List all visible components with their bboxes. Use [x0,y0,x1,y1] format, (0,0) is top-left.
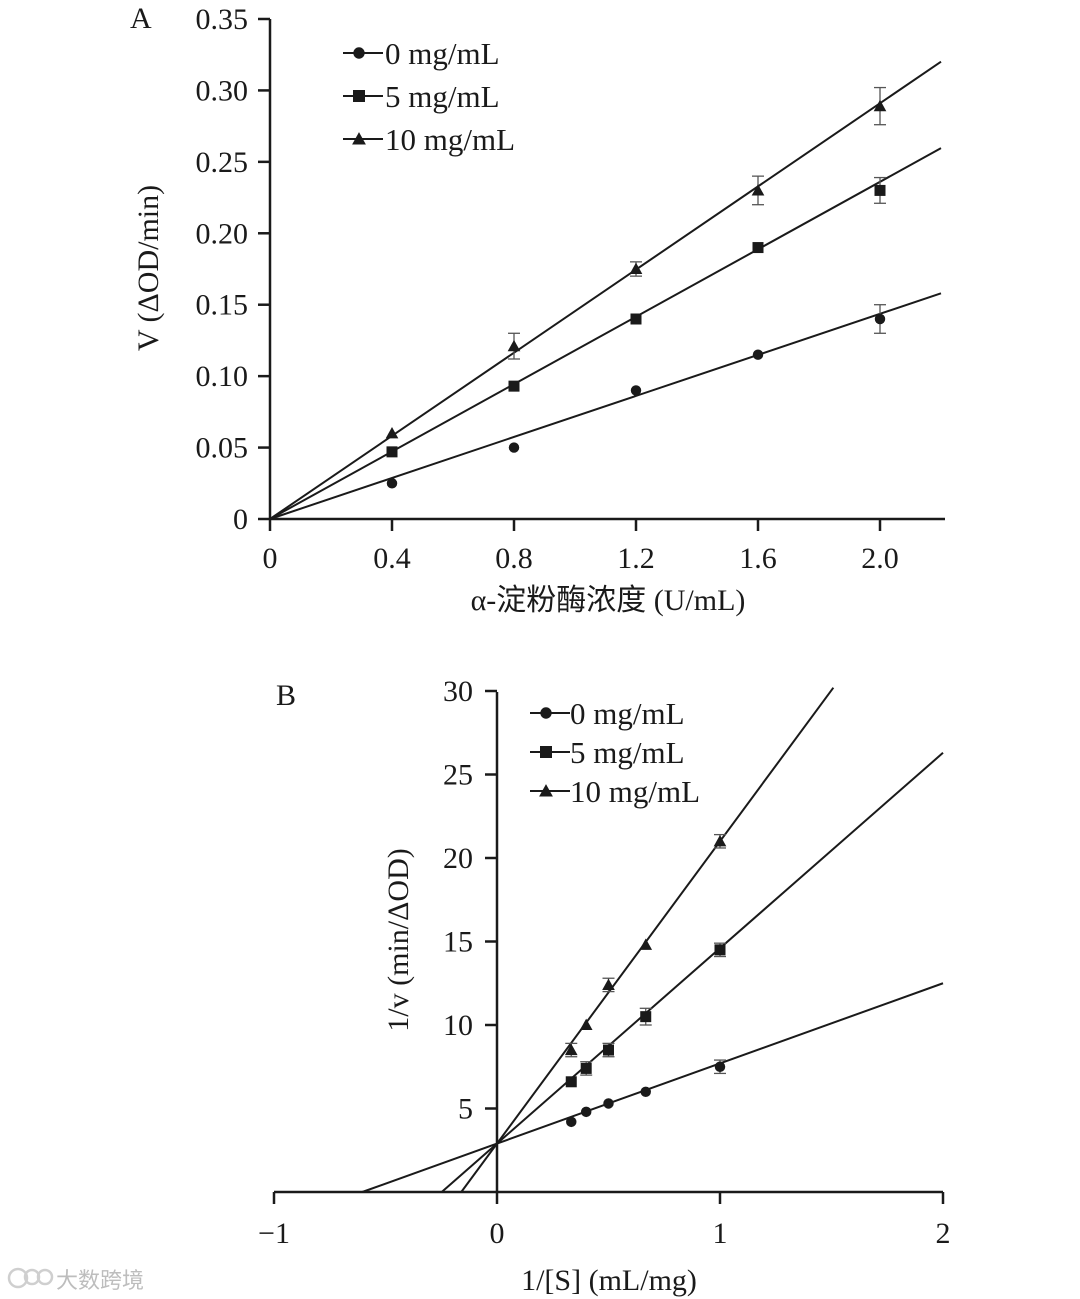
data-point-triangle [713,834,727,847]
data-point-square [565,1076,577,1088]
panel-a-letter: A [130,2,152,35]
x-tick-label: 1 [713,1217,728,1250]
x-tick-label: 0 [490,1217,505,1250]
data-point-circle [640,1086,651,1098]
x-tick-label: 2.0 [861,542,899,575]
panel-a: A 0 0.05 0.10 0.15 0.20 0.25 0.30 0.35 0 0.4 0.8 1.… [130,2,945,617]
data-point-circle [508,442,520,453]
fit-line-circle [269,292,942,520]
panel-b-error-bars [565,833,726,1076]
y-tick-label: 15 [443,926,473,959]
legend-label: 5 mg/mL [385,79,500,114]
x-tick-label: 0.8 [495,542,533,575]
panel-a-ticks: 0 0.05 0.10 0.15 0.20 0.25 0.30 0.35 0 0.4 0.8 1.2 1… [196,3,899,575]
legend-label: 10 mg/mL [570,774,700,809]
panel-a-y-axis-label: V (ΔOD/min) [132,185,165,351]
y-tick-label: 0.30 [196,74,249,107]
data-point-triangle [629,262,643,275]
data-point-square [508,380,520,392]
x-tick-label: 1.2 [617,542,655,575]
data-point-circle [714,1061,726,1072]
fit-line-square [441,752,944,1193]
x-tick-label: 1.6 [739,542,777,575]
panel-b-ticks: 5 10 15 20 25 30 −1 0 1 2 [258,675,950,1250]
watermark-logo-icon [7,1267,54,1289]
y-tick-label: 25 [443,759,473,792]
data-point-triangle [873,99,887,112]
data-point-square [603,1044,614,1056]
data-point-square [874,184,886,196]
data-point-triangle [751,184,765,196]
y-tick-label: 10 [443,1009,473,1042]
legend-marker-circle [353,47,365,59]
panel-a-legend: 0 mg/mL 5 mg/mL 10 mg/mL [343,36,515,157]
data-point-circle [566,1116,577,1128]
legend-marker-circle [540,707,552,719]
y-tick-label: 0.05 [196,432,249,465]
data-point-circle [874,313,886,325]
data-point-triangle [602,978,615,990]
fit-line-square [269,147,942,520]
y-tick-label: 20 [443,842,473,875]
watermark: 大数跨境 [7,1267,144,1294]
data-point-circle [580,1106,592,1118]
legend-marker-triangle [352,132,366,145]
panel-b: B 5 10 15 20 25 30 −1 0 1 2 0 mg/mL 5 mg/mL 10 mg/m… [258,675,950,1297]
panel-a-axes [268,19,945,521]
data-point-square [714,944,726,956]
data-point-triangle [385,426,399,439]
data-point-triangle [639,938,653,950]
y-tick-label: 0.20 [196,217,249,250]
y-tick-label: 0.10 [196,360,249,393]
panel-b-y-axis-label: 1/v (min/ΔOD) [382,848,415,1031]
legend-label: 0 mg/mL [570,696,685,731]
data-point-square [752,242,764,254]
data-point-circle [630,385,642,396]
data-point-square [630,313,642,325]
data-point-square [386,446,398,458]
y-tick-label: 30 [443,675,473,708]
y-tick-label: 0 [233,503,248,536]
panel-b-x-axis-label: 1/[S] (mL/mg) [521,1264,697,1297]
data-point-triangle [579,1018,593,1031]
data-point-circle [386,478,398,489]
y-tick-label: 5 [458,1093,473,1126]
data-point-triangle [507,339,521,352]
legend-marker-square [353,90,365,102]
y-tick-label: 0.25 [196,146,249,179]
x-tick-label: 0 [263,542,278,575]
panel-b-fit-lines [361,687,944,1193]
legend-label: 10 mg/mL [385,122,515,157]
x-tick-label: 2 [936,1217,951,1250]
legend-label: 0 mg/mL [385,36,500,71]
panel-a-fit-lines [269,60,942,520]
y-tick-label: 0.15 [196,289,249,322]
panel-b-legend: 0 mg/mL 5 mg/mL 10 mg/mL [530,696,700,809]
fit-line-triangle [269,60,942,520]
y-tick-label: 0.35 [196,3,249,36]
panel-b-data-points [564,834,727,1128]
watermark-text: 大数跨境 [56,1269,144,1294]
legend-marker-triangle [539,784,553,797]
data-point-circle [603,1098,614,1109]
data-point-square [640,1011,652,1023]
x-tick-label: −1 [258,1217,290,1250]
fit-line-triangle [460,687,835,1193]
legend-marker-square [540,746,552,758]
data-point-triangle [564,1043,578,1056]
panel-a-x-axis-label: α-淀粉酶浓度 (U/mL) [471,584,746,617]
panel-b-letter: B [276,679,296,712]
legend-label: 5 mg/mL [570,735,685,770]
fit-line-circle [361,982,944,1193]
panel-a-data-points [385,99,887,489]
x-tick-label: 0.4 [373,542,411,575]
data-point-circle [752,349,764,360]
data-point-square [580,1062,592,1074]
